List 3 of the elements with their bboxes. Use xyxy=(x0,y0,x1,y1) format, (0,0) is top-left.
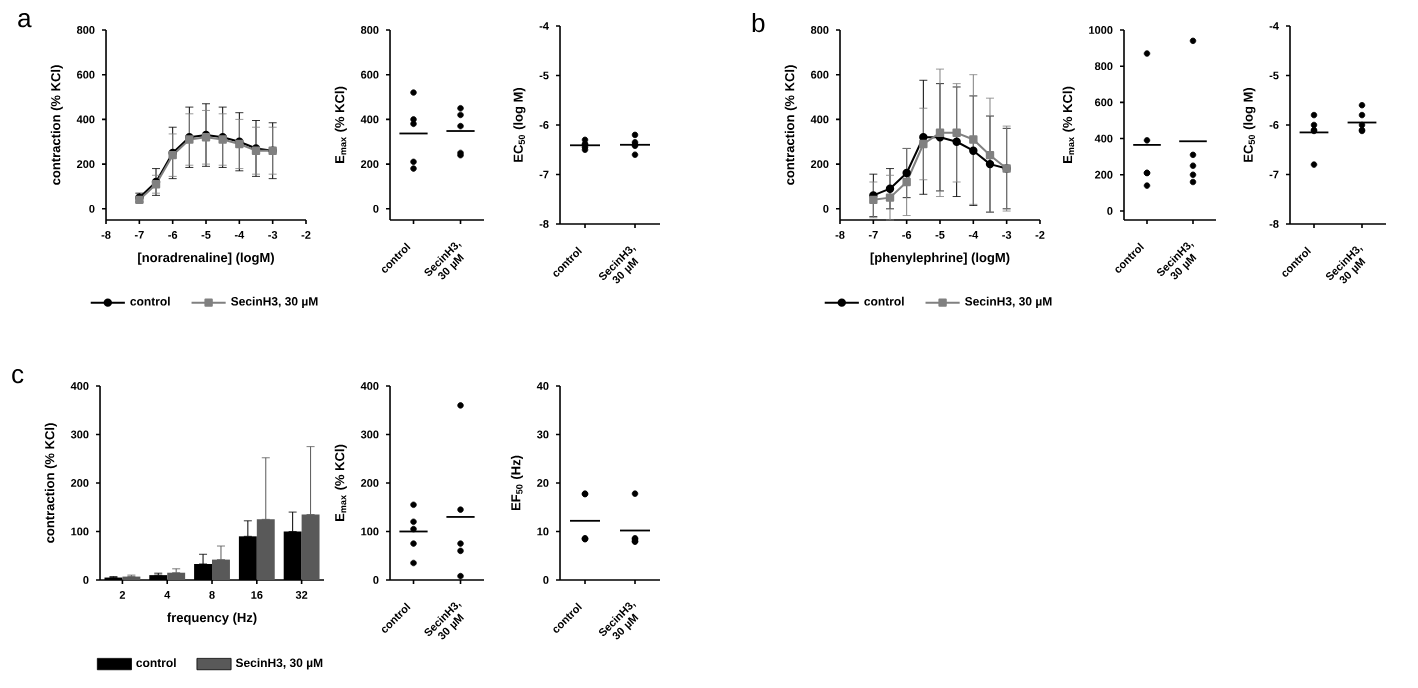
text: c xyxy=(12,369,24,384)
text: b xyxy=(752,13,765,33)
text: a xyxy=(18,13,32,28)
